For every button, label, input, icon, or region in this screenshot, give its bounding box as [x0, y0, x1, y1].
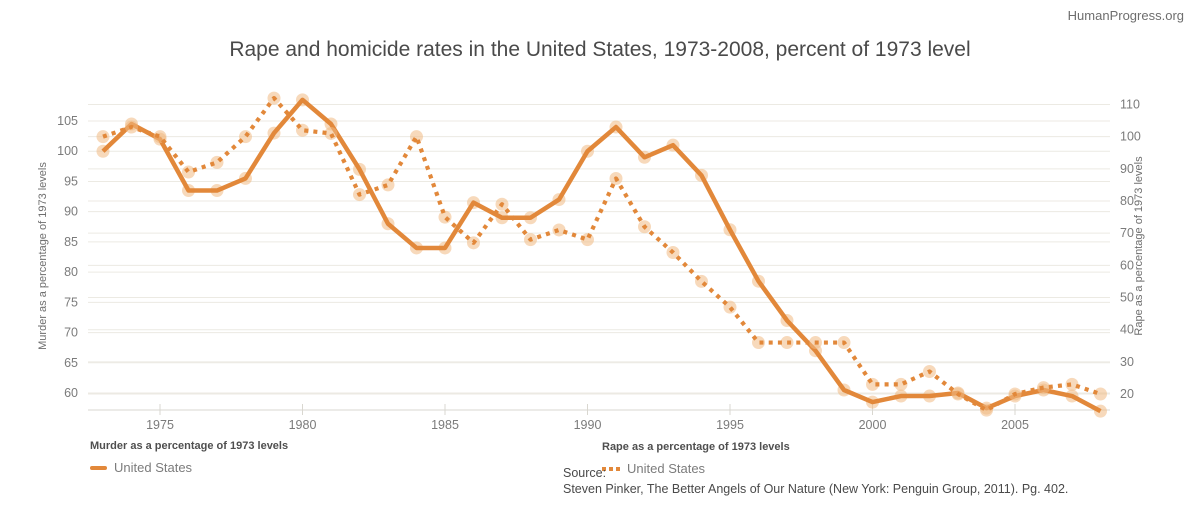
chart-title: Rape and homicide rates in the United St…	[229, 38, 971, 62]
source-citation: Steven Pinker, The Better Angels of Our …	[563, 481, 1069, 496]
left-axis-label: 85	[64, 235, 78, 249]
rape-series-line	[102, 95, 1102, 413]
murder-series-line	[101, 97, 1102, 414]
legend-rape: Rape as a percentage of 1973 levels Unit…	[602, 441, 790, 476]
left-axis-label: 70	[64, 326, 78, 340]
left-axis-label: 100	[57, 144, 78, 158]
source-label: Source:	[563, 466, 607, 480]
data-point-marker	[182, 165, 195, 179]
legend-murder-title: Murder as a percentage of 1973 levels	[90, 440, 289, 452]
source-block: Source: Steven Pinker, The Better Angels…	[563, 466, 1068, 497]
dotted-line-swatch-icon	[602, 466, 620, 471]
left-axis-title: Murder as a percentage of 1973 levels	[37, 162, 49, 350]
legend-rape-label: United States	[627, 461, 706, 476]
x-axis-label: 1995	[716, 418, 744, 432]
solid-line-swatch-icon	[90, 465, 107, 470]
data-point-marker	[780, 336, 794, 350]
data-point-marker	[723, 300, 737, 314]
legend-item-murder-united-states[interactable]: United States	[90, 460, 288, 475]
x-axis-label: 1975	[146, 418, 174, 432]
left-axis-label: 65	[64, 356, 78, 370]
right-axis-label: 70	[1120, 226, 1134, 240]
legend-rape-title: Rape as a percentage of 1973 levels	[602, 441, 790, 453]
right-axis-label: 110	[1120, 98, 1140, 112]
legend-murder-label: United States	[114, 460, 193, 475]
legend-murder: Murder as a percentage of 1973 levels Un…	[90, 440, 288, 475]
data-point-marker	[1065, 377, 1079, 391]
right-axis-label: 60	[1120, 258, 1134, 272]
left-axis-label: 95	[64, 174, 78, 188]
x-axis-label: 1985	[431, 418, 459, 432]
left-axis-label: 90	[64, 205, 78, 219]
x-axis-label: 1980	[289, 418, 317, 432]
right-axis-label: 20	[1120, 387, 1134, 401]
right-axis-label: 90	[1120, 162, 1134, 176]
legend-item-rape-united-states[interactable]: United States	[602, 461, 790, 476]
right-axis-label: 30	[1120, 355, 1134, 369]
humanprogress-watermark-link[interactable]: HumanProgress.org	[1067, 8, 1184, 23]
x-axis-label: 1990	[574, 418, 602, 432]
left-axis-label: 60	[64, 386, 78, 400]
right-axis-label: 100	[1120, 130, 1141, 144]
x-axis-label: 2005	[1001, 418, 1029, 432]
left-axis-label: 80	[64, 265, 78, 279]
right-axis-label: 80	[1120, 194, 1134, 208]
left-axis-label: 105	[57, 114, 78, 128]
x-axis-label: 2000	[859, 418, 887, 432]
left-axis-label: 75	[64, 295, 78, 309]
right-axis-label: 50	[1120, 291, 1134, 305]
right-axis-title: Rape as a percentage of 1973 levels	[1133, 156, 1145, 336]
right-axis-label: 40	[1120, 323, 1134, 337]
